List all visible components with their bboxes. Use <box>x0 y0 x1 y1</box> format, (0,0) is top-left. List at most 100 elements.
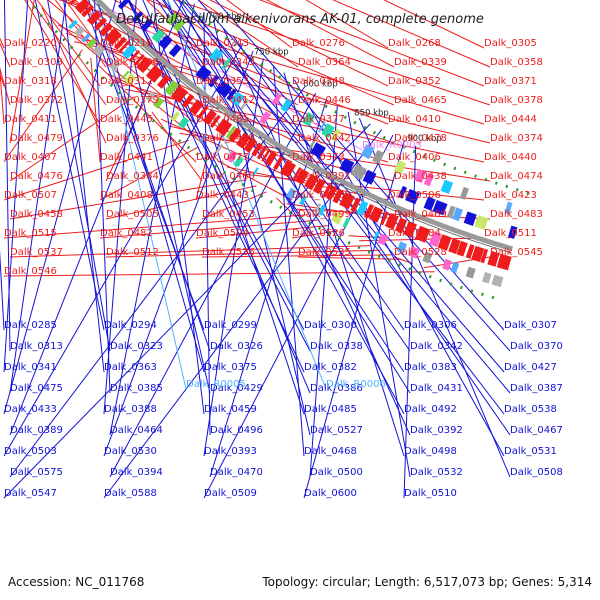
reverse-gene-leader-line <box>222 27 411 436</box>
forward-misc-mark <box>465 266 476 279</box>
forward-gene-label: Dalk_0339 <box>394 57 447 68</box>
forward-gene-label: Dalk_0377 <box>292 114 345 125</box>
forward-gene-leader-line <box>0 66 5 125</box>
reverse-gene-label: Dalk_0429 <box>210 383 263 394</box>
kbp-tick-label: 850 kbp <box>354 109 389 119</box>
forward-rna-label: Dalk_R0003 <box>362 140 422 151</box>
forward-gene-label: Dalk_0348 <box>292 76 345 87</box>
forward-gene-mark <box>170 85 189 103</box>
reverse-gene-label: Dalk_0500 <box>310 467 363 478</box>
forward-gene-mark <box>339 192 355 210</box>
forward-gene-leader-line <box>36 0 101 87</box>
forward-gene-mark <box>322 183 332 198</box>
forward-gene-mark <box>414 225 431 243</box>
reverse-gene-leader-line <box>34 0 105 331</box>
forward-gene-mark <box>188 99 204 116</box>
forward-misc-mark <box>482 271 492 284</box>
forward-gene-label: Dalk_0408 <box>100 190 153 201</box>
forward-gene-label: Dalk_0379 <box>106 95 159 106</box>
reverse-gene-mark <box>117 0 130 10</box>
forward-misc-mark <box>372 231 380 242</box>
reverse-gene-label: Dalk_0433 <box>4 404 57 415</box>
forward-gene-mark <box>292 167 302 181</box>
reverse-gene-mark <box>158 34 173 50</box>
forward-gene-leader-line <box>154 0 293 87</box>
reverse-gene-label: Dalk_0503 <box>4 446 57 457</box>
forward-gene-label: Dalk_0409 <box>202 133 255 144</box>
forward-gene-label: Dalk_0546 <box>4 266 57 277</box>
reverse-gene-label: Dalk_0382 <box>304 362 357 373</box>
reverse-gene-mark <box>310 142 326 159</box>
reverse-gene-mark <box>230 91 245 107</box>
forward-gene-label: Dalk_0445 <box>100 114 153 125</box>
forward-gene-mark <box>215 118 233 137</box>
forward-misc-mark <box>299 194 308 206</box>
reverse-gene-leader-line <box>127 0 311 352</box>
reverse-gene-leader-line <box>63 0 105 373</box>
forward-gene-mark <box>209 114 221 128</box>
forward-gene-leader-line <box>99 219 318 239</box>
forward-gene-mark <box>74 0 91 14</box>
forward-gene-leader-line <box>197 0 299 68</box>
reverse-gene-label: Dalk_0299 <box>204 320 257 331</box>
forward-gene-leader-line <box>151 111 203 182</box>
forward-gene-label: Dalk_0411 <box>4 114 57 125</box>
forward-gene-mark <box>325 185 338 201</box>
forward-gene-label: Dalk_0444 <box>484 114 537 125</box>
forward-gene-label: Dalk_0412 <box>202 95 255 106</box>
forward-gene-mark <box>368 206 384 223</box>
forward-gene-label: Dalk_0407 <box>4 152 57 163</box>
forward-gene-label: Dalk_0373 <box>292 152 345 163</box>
forward-gene-leader-line <box>54 0 107 68</box>
kbp-tick-label: 700 kbp <box>207 12 242 22</box>
forward-gene-label: Dalk_0536 <box>202 247 255 258</box>
forward-gene-label: Dalk_0391 <box>298 171 351 182</box>
reverse-gene-label: Dalk_0510 <box>404 488 457 499</box>
forward-gene-label: Dalk_0374 <box>490 133 543 144</box>
reverse-gene-label: Dalk_0588 <box>104 488 157 499</box>
forward-gene-mark <box>471 245 485 262</box>
reverse-gene-label: Dalk_0600 <box>304 488 357 499</box>
forward-gene-label: Dalk_0476 <box>10 171 63 182</box>
forward-gene-label: Dalk_0465 <box>394 95 447 106</box>
reverse-gene-leader-line <box>167 0 305 415</box>
forward-misc-mark <box>285 187 297 200</box>
forward-gene-mark <box>448 238 461 254</box>
forward-misc-mark <box>145 91 156 102</box>
forward-gene-leader-line <box>3 49 83 163</box>
forward-gene-mark <box>384 213 399 230</box>
reverse-gene-label: Dalk_0326 <box>210 341 263 352</box>
forward-gene-label: Dalk_0219 <box>100 38 153 49</box>
reverse-gene-label: Dalk_0468 <box>304 446 357 457</box>
forward-gene-mark <box>304 173 315 188</box>
forward-gene-leader-line <box>116 81 389 163</box>
forward-gene-leader-line <box>258 0 485 87</box>
forward-gene-label: Dalk_0526 <box>292 228 345 239</box>
reverse-gene-label: Dalk_0341 <box>4 362 57 373</box>
reverse-gene-mark <box>339 158 355 174</box>
forward-gene-label: Dalk_0343 <box>202 57 255 68</box>
forward-gene-mark <box>93 17 108 31</box>
reverse-gene-leader-line <box>177 0 405 415</box>
forward-gene-mark <box>157 74 171 89</box>
reverse-gene-label: Dalk_0392 <box>410 425 463 436</box>
forward-gene-mark <box>104 27 122 46</box>
forward-gene-mark <box>465 244 475 259</box>
forward-gene-leader-line <box>265 0 395 68</box>
forward-misc-mark <box>68 19 78 30</box>
forward-gene-mark <box>350 197 361 213</box>
reverse-gene-mark <box>474 215 489 230</box>
reverse-gene-mark <box>423 196 436 211</box>
forward-gene-mark <box>294 168 309 185</box>
forward-gene-label: Dalk_0506 <box>388 190 441 201</box>
reverse-gene-leader-line <box>3 0 11 352</box>
forward-misc-mark <box>317 204 327 216</box>
forward-gene-mark <box>136 56 153 74</box>
gene-labels: 350 kbp400 kbp450 kbp500 kbp550 kbp600 k… <box>4 12 563 499</box>
forward-gene-mark <box>236 132 251 149</box>
reverse-misc-mark <box>360 144 375 160</box>
reverse-gene-mark <box>240 98 250 110</box>
forward-gene-mark <box>307 175 319 191</box>
forward-gene-label: Dalk_0303 <box>10 57 63 68</box>
forward-gene-label: Dalk_0528 <box>394 247 447 258</box>
